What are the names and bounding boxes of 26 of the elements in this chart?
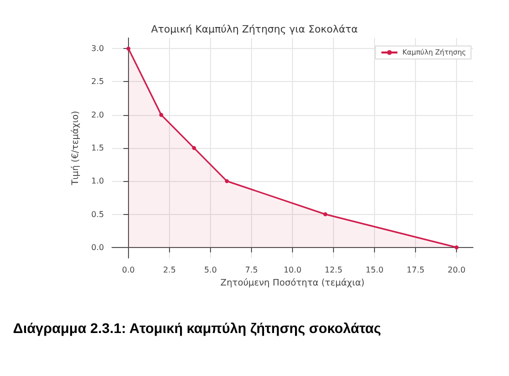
x-axis-title: Ζητούμενη Ποσότητα (τεμάχια) <box>220 277 365 288</box>
y-tick-label: 0.0 <box>91 242 104 252</box>
y-tick-label: 2.0 <box>91 110 104 120</box>
y-tick-label: 1.5 <box>91 144 104 152</box>
x-tick-label: 15.0 <box>366 266 384 274</box>
point <box>454 245 459 250</box>
point <box>126 46 130 51</box>
x-tick-label: 20.0 <box>448 266 466 274</box>
point <box>159 112 164 117</box>
x-tick-label: 10.0 <box>284 266 302 274</box>
point <box>192 146 196 150</box>
x-tick-label: 0.0 <box>122 266 135 274</box>
y-axis-title: Τιμή (€/τεμάχιο) <box>70 110 81 186</box>
x-tick-label: 12.5 <box>324 266 342 274</box>
y-tick-label: 1.0 <box>91 176 104 186</box>
chart-title: Ατομική Καμπύλη Ζήτησης για Σοκολάτα <box>151 24 358 36</box>
x-tick-label: 2.5 <box>163 266 176 274</box>
y-tick-label: 2.5 <box>91 77 104 86</box>
x-tick-label: 17.5 <box>406 266 424 274</box>
y-tick-label: 3.0 <box>91 44 104 54</box>
x-tick-label: 5.0 <box>204 266 217 274</box>
text: Διάγραμμα 2.3.1: Ατομική καμπύλη ζήτησης σοκολάτας <box>13 320 381 336</box>
point <box>224 179 229 184</box>
y-tick-label: 0.5 <box>91 210 104 219</box>
point <box>323 212 328 216</box>
x-tick-label: 7.5 <box>245 266 258 274</box>
